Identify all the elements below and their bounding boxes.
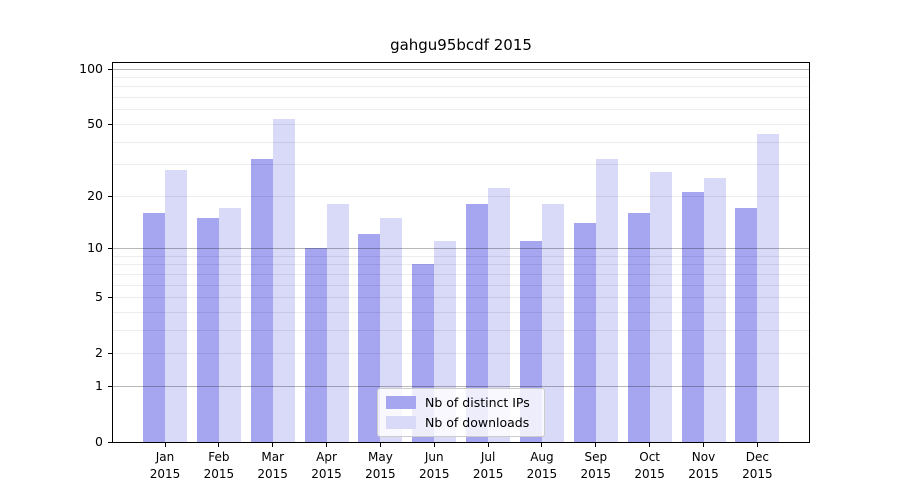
x-tick-nov	[703, 443, 704, 447]
bar-nb-of-downloads-nov	[703, 178, 726, 442]
gridline-minor-90	[113, 77, 809, 79]
y-tick-label-1: 1	[95, 377, 103, 393]
bar-nb-of-distinct-ips-jan	[143, 212, 165, 442]
y-tick-10	[108, 247, 112, 249]
bar-nb-of-distinct-ips-apr	[304, 247, 327, 442]
gridline-minor-50	[113, 123, 809, 125]
gridline-major-100	[113, 68, 809, 70]
gridline-minor-20	[113, 195, 809, 197]
gridline-minor-9	[113, 255, 809, 257]
x-tick-jan	[164, 443, 166, 447]
x-tick-sep	[595, 443, 597, 447]
legend-label-distinct-ips: Nb of distinct IPs	[425, 395, 530, 410]
bar-nb-of-downloads-feb	[218, 208, 241, 442]
gridline-minor-60	[113, 109, 809, 111]
plot-area: Nb of distinct IPs Nb of downloads Jan 20…	[79, 61, 810, 481]
y-tick-label-2: 2	[95, 345, 103, 361]
y-tick-100	[108, 68, 112, 70]
legend-item-downloads: Nb of downloads	[386, 415, 536, 430]
x-tick-label-dec: Dec 2015	[742, 450, 773, 481]
x-tick-label-feb: Feb 2015	[203, 450, 235, 481]
gridline-minor-3	[113, 329, 809, 331]
gridline-minor-70	[113, 97, 809, 99]
y-tick-1	[108, 385, 112, 387]
gridline-minor-80	[113, 86, 809, 88]
gridline-minor-4	[113, 311, 809, 313]
x-tick-label-mar: Mar 2015	[257, 450, 288, 481]
y-tick-label-100: 100	[79, 60, 103, 76]
y-tick-label-0: 0	[95, 434, 103, 449]
legend-swatch-downloads	[386, 416, 416, 429]
x-tick-label-apr: Apr 2015	[311, 450, 342, 481]
gridline-minor-2	[113, 353, 809, 355]
bar-nb-of-distinct-ips-dec	[735, 208, 758, 442]
gridline-minor-8	[113, 264, 809, 266]
bar-nb-of-distinct-ips-may	[358, 234, 381, 442]
bar-nb-of-downloads-mar	[272, 119, 295, 442]
y-tick-50	[108, 123, 112, 125]
chart-title: gahgu95bcdf 2015	[390, 36, 532, 54]
bar-nb-of-distinct-ips-jul	[466, 203, 489, 442]
x-tick-label-jan: Jan 2015	[149, 450, 181, 481]
x-tick-label-nov: Nov 2015	[688, 450, 719, 481]
gridline-minor-30	[113, 164, 809, 166]
x-tick-label-may: May 2015	[365, 450, 396, 481]
x-tick-label-aug: Aug 2015	[526, 450, 558, 481]
x-tick-jul	[487, 443, 489, 447]
x-tick-label-jul: Jul 2015	[472, 450, 504, 481]
x-tick-feb	[218, 443, 220, 447]
x-tick-aug	[541, 443, 543, 447]
y-tick-label-20: 20	[87, 187, 103, 203]
y-tick-label-50: 50	[87, 115, 103, 131]
bar-nb-of-downloads-dec	[757, 134, 780, 442]
bar-nb-of-distinct-ips-mar	[250, 159, 273, 442]
y-tick-0	[108, 442, 112, 443]
gridline-minor-40	[113, 141, 809, 143]
y-tick-20	[108, 195, 112, 197]
x-tick-may	[379, 443, 381, 447]
gridline-major-10	[113, 247, 809, 249]
y-tick-5	[108, 297, 112, 299]
x-tick-label-sep: Sep 2015	[580, 450, 612, 481]
bar-nb-of-downloads-may	[380, 217, 403, 442]
legend-item-distinct-ips: Nb of distinct IPs	[386, 395, 536, 410]
y-tick-label-5: 5	[95, 289, 103, 305]
gridline-minor-7	[113, 273, 809, 275]
bar-nb-of-downloads-sep	[595, 159, 618, 442]
legend-label-downloads: Nb of downloads	[425, 415, 530, 430]
x-tick-apr	[326, 443, 328, 447]
gridline-minor-5	[113, 297, 809, 299]
x-tick-label-jun: Jun 2015	[418, 450, 450, 481]
bar-nb-of-downloads-jul	[488, 188, 511, 442]
y-tick-label-10: 10	[87, 239, 103, 255]
bar-nb-of-downloads-jan	[165, 169, 187, 442]
bar-nb-of-downloads-apr	[326, 203, 349, 442]
bar-nb-of-distinct-ips-feb	[196, 217, 219, 442]
x-tick-mar	[272, 443, 274, 447]
bar-nb-of-distinct-ips-nov	[681, 191, 704, 442]
gridline-major-1	[113, 385, 809, 387]
x-tick-dec	[756, 443, 758, 447]
x-tick-label-oct: Oct 2015	[634, 450, 665, 481]
legend-swatch-distinct-ips	[386, 396, 416, 409]
legend: Nb of distinct IPs Nb of downloads	[377, 388, 545, 437]
bar-nb-of-distinct-ips-sep	[573, 222, 596, 442]
y-tick-2	[108, 353, 112, 355]
x-tick-oct	[649, 443, 651, 447]
gridline-minor-6	[113, 284, 809, 286]
bar-nb-of-downloads-oct	[649, 172, 672, 442]
x-tick-jun	[433, 443, 435, 447]
bar-nb-of-distinct-ips-oct	[627, 212, 650, 442]
bar-nb-of-downloads-aug	[541, 203, 564, 442]
